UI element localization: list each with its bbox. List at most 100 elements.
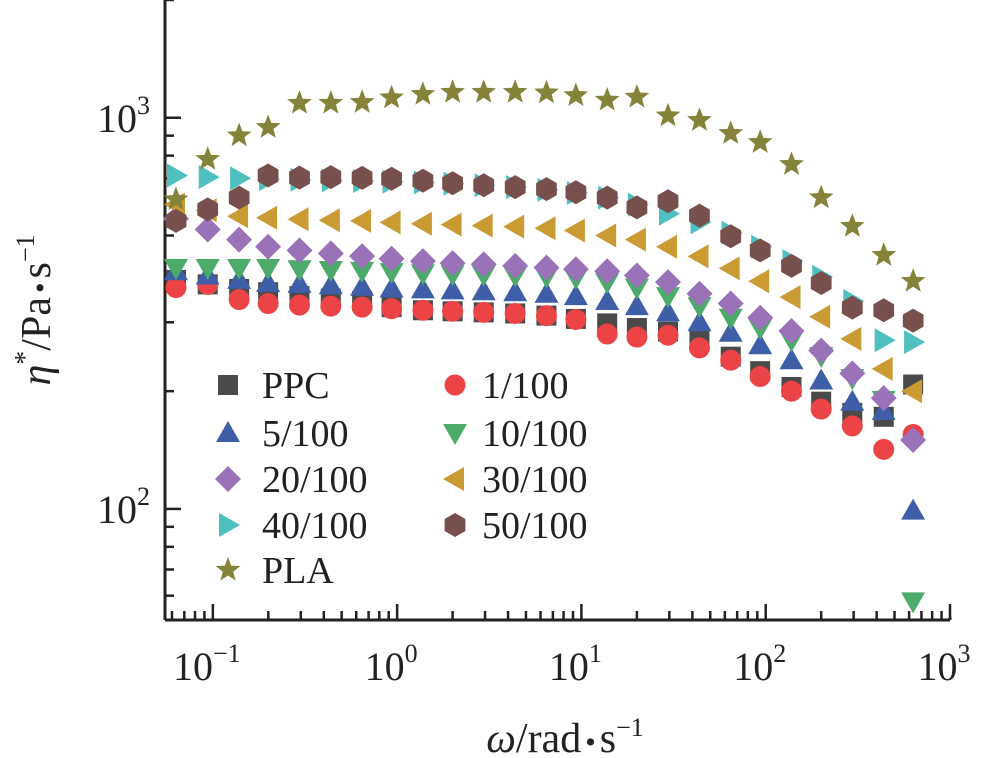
data-point <box>810 398 832 420</box>
data-point <box>901 379 923 404</box>
x-axis-symbol: ω <box>486 716 516 758</box>
data-point <box>657 324 679 346</box>
data-point <box>286 237 313 264</box>
data-point <box>440 212 462 237</box>
data-point <box>197 197 219 222</box>
legend-item: 10/100 <box>443 413 588 455</box>
data-point <box>256 259 281 280</box>
data-point <box>718 256 740 281</box>
data-point <box>779 151 804 175</box>
data-point <box>534 281 559 303</box>
data-point <box>287 90 312 114</box>
data-point <box>349 89 375 113</box>
y-axis-dot: • <box>24 283 57 294</box>
data-point <box>901 592 926 614</box>
data-point <box>167 163 188 188</box>
legend-label: 1/100 <box>482 365 569 407</box>
data-point <box>381 166 402 191</box>
data-point <box>502 252 529 279</box>
data-point <box>318 208 340 233</box>
legend-label: PPC <box>262 365 330 407</box>
series-pla <box>163 79 926 292</box>
data-point <box>318 261 343 282</box>
data-point <box>471 279 496 301</box>
data-point <box>378 245 405 272</box>
data-point <box>655 102 681 127</box>
legend-item: PLA <box>215 550 334 592</box>
x-tick-exp: 0 <box>405 639 418 668</box>
data-point <box>409 248 436 275</box>
legend-label: 50/100 <box>482 505 588 547</box>
data-point <box>533 254 560 281</box>
x-tick-exp: −1 <box>213 639 241 668</box>
data-point <box>350 208 372 233</box>
data-point <box>410 264 435 286</box>
data-point <box>504 302 526 324</box>
data-point <box>624 84 650 108</box>
legend-label: 30/100 <box>482 459 588 501</box>
y-axis-unit2: s <box>14 262 60 278</box>
data-point <box>594 258 621 285</box>
data-point <box>504 175 526 200</box>
data-point <box>808 184 834 209</box>
data-point <box>717 290 744 317</box>
data-point <box>749 366 771 388</box>
data-point <box>381 298 403 320</box>
data-point <box>165 277 187 299</box>
x-tick-base: 10 <box>918 644 958 689</box>
data-point <box>442 171 463 196</box>
data-point <box>410 277 435 299</box>
data-point <box>688 337 710 359</box>
data-point <box>902 308 924 333</box>
data-point <box>379 276 404 298</box>
y-axis-sup: * <box>10 351 41 365</box>
data-point <box>410 81 436 105</box>
data-point <box>809 368 834 390</box>
data-point <box>164 259 188 280</box>
data-point <box>780 380 802 402</box>
data-point <box>440 278 465 300</box>
data-point <box>873 438 895 460</box>
y-tick-exp: 2 <box>137 482 150 511</box>
x-tick-label: 100 <box>365 639 418 689</box>
data-point <box>503 214 525 239</box>
data-point <box>471 213 493 238</box>
legend-item: 40/100 <box>219 505 368 547</box>
data-point <box>687 297 712 319</box>
data-point <box>809 304 831 329</box>
data-point <box>473 173 495 198</box>
data-point <box>534 79 559 104</box>
legend-label: 10/100 <box>482 413 588 455</box>
data-point <box>718 320 743 342</box>
data-point <box>747 129 773 153</box>
data-point <box>412 299 434 321</box>
data-point <box>195 146 221 170</box>
data-point <box>748 333 773 355</box>
data-point <box>689 203 710 228</box>
x-tick-base: 10 <box>365 644 405 689</box>
y-axis-unit: /Pa <box>14 297 60 351</box>
data-point <box>257 163 279 188</box>
x-axis-title: ω/rad •s−1 <box>486 713 644 758</box>
y-axis-exp: −1 <box>11 234 40 262</box>
x-tick-base: 10 <box>733 644 773 689</box>
data-point <box>656 300 680 322</box>
x-tick-label: 10−1 <box>173 639 241 689</box>
legend-marker <box>444 513 466 537</box>
legend-marker <box>216 421 240 442</box>
legend-item: 1/100 <box>444 365 569 407</box>
data-point <box>439 250 466 277</box>
data-point <box>318 273 343 295</box>
data-point <box>624 227 646 252</box>
y-tick-label: 102 <box>97 482 150 532</box>
data-point <box>563 218 585 243</box>
data-point <box>626 326 648 348</box>
data-point <box>565 308 587 330</box>
data-point <box>900 427 927 453</box>
data-point <box>535 305 557 327</box>
legend-item: 50/100 <box>444 505 588 547</box>
data-point <box>623 262 650 289</box>
data-point <box>563 284 588 306</box>
data-point <box>687 107 712 131</box>
